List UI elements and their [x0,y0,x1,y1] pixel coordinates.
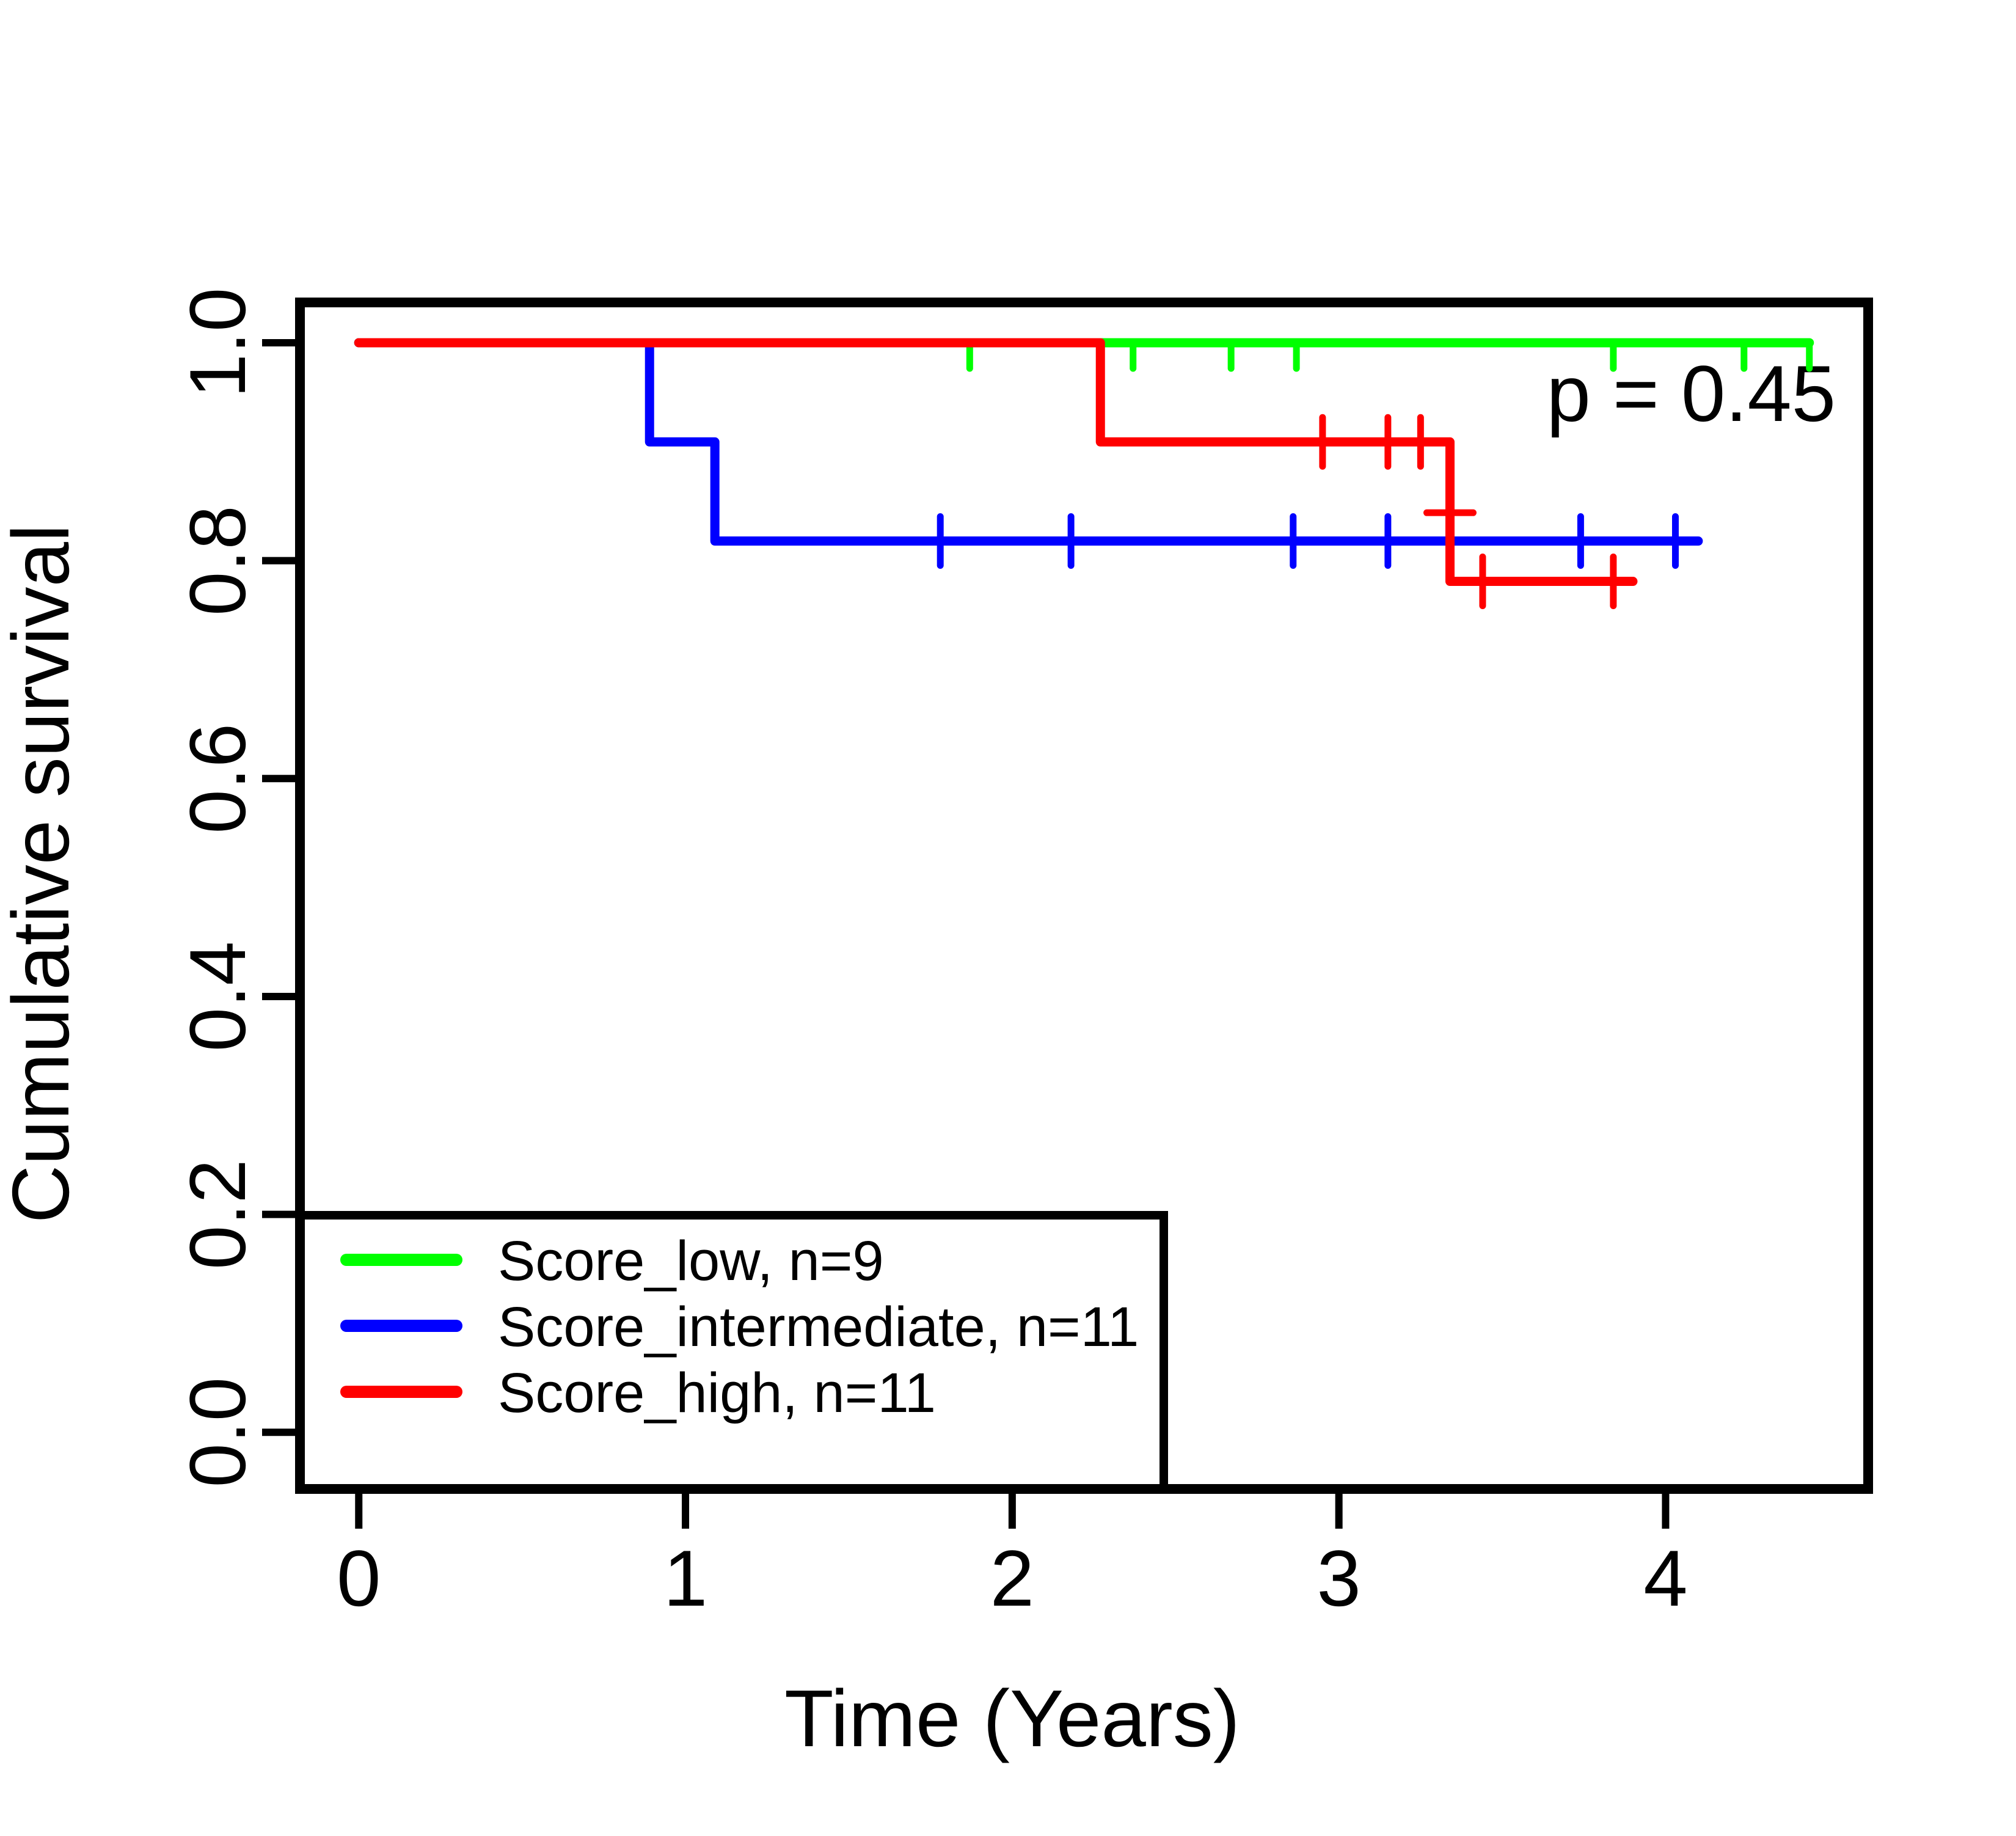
y-axis-tick-label: 0.2 [173,1159,262,1270]
x-axis-tick-label: 1 [663,1534,707,1623]
legend-label-score-low: Score_low, n=9 [498,1230,884,1292]
y-axis-tick-label: 0.8 [173,505,262,616]
x-axis-tick-label: 3 [1317,1534,1360,1623]
p-value-annotation: p = 0.45 [1547,349,1836,438]
x-axis-tick-label: 4 [1643,1534,1687,1623]
survival-curve-score-intermediate [354,338,1703,546]
y-axis-tick-label: 0.6 [173,723,262,834]
y-axis-tick-label: 0.4 [173,942,262,1052]
x-axis-tick-label: 0 [337,1534,381,1623]
legend-label-score-high: Score_high, n=11 [498,1362,936,1424]
legend-box [296,1211,1168,1493]
x-axis-title: Time (Years) [784,1673,1240,1763]
x-axis-tick-label: 2 [990,1534,1034,1623]
y-axis-title: Cumulative survival [0,524,86,1223]
y-axis-tick-label: 1.0 [173,288,262,398]
legend-label-score-intermediate: Score_intermediate, n=11 [498,1296,1139,1358]
y-axis-tick-label: 0.0 [173,1377,262,1488]
